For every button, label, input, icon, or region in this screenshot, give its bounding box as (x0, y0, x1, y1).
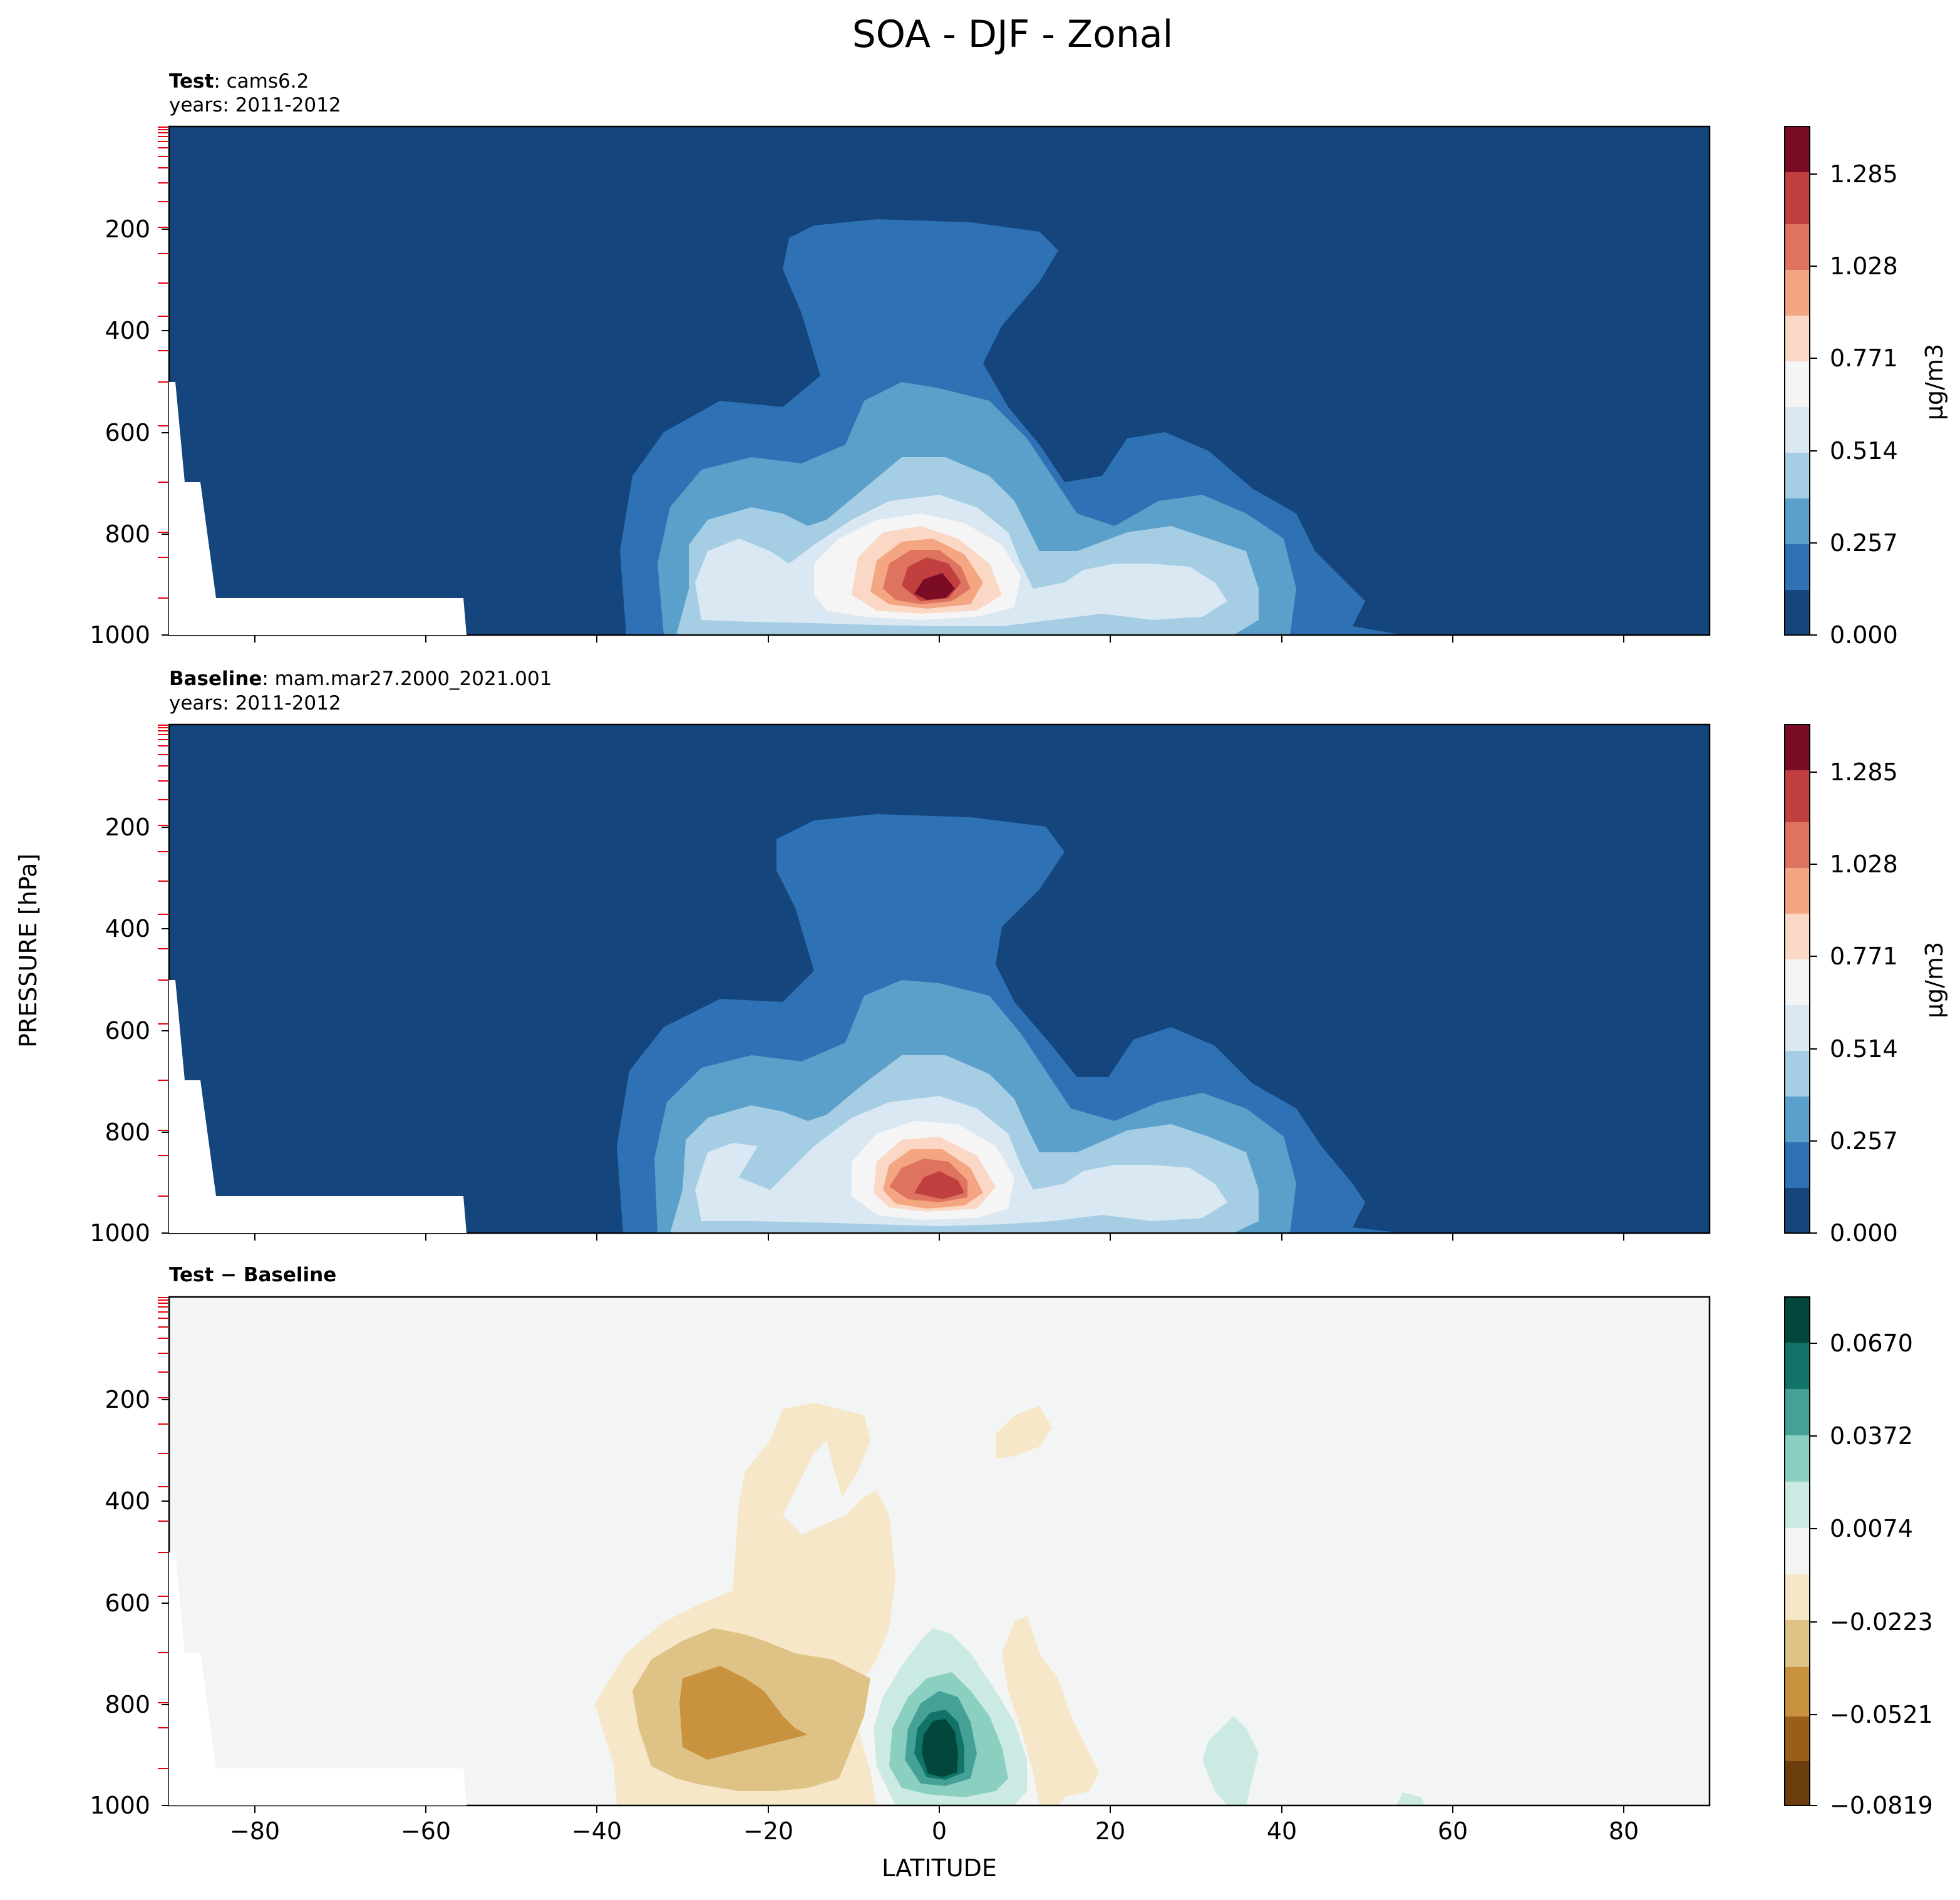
difference-y-tick-400: 400 (105, 1487, 150, 1515)
baseline-cbar-tick-4: 1.028 (1830, 850, 1898, 878)
x-tick-0: 0 (932, 1817, 947, 1845)
x-tick-40: 40 (1267, 1817, 1297, 1845)
test-panel-subtitle: years: 2011-2012 (169, 94, 341, 116)
diff-cbar-tick-1: −0.0521 (1830, 1701, 1933, 1728)
difference-y-tick-1000: 1000 (90, 1792, 150, 1819)
test-colorbar-label: μg/m3 (1921, 344, 1948, 420)
baseline-y-tick-800: 800 (105, 1118, 150, 1146)
baseline-y-tick-400: 400 (105, 915, 150, 942)
figure-title: SOA - DJF - Zonal (852, 13, 1173, 56)
test-contour-field (169, 126, 1710, 635)
diff-contour-neg-1b (996, 1406, 1052, 1459)
test-cbar-tick-1: 0.257 (1830, 529, 1898, 557)
test-x-ticks (254, 635, 1624, 643)
test-y-tick-600: 600 (105, 419, 150, 447)
diff-contour-pos-1b (1202, 1716, 1259, 1805)
baseline-panel-subtitle: years: 2011-2012 (169, 692, 341, 715)
difference-terrain-mask (169, 1552, 467, 1805)
test-title-bold: Test (169, 70, 214, 93)
x-tick-60: 60 (1438, 1817, 1468, 1845)
x-tick--40: −40 (572, 1817, 622, 1845)
baseline-level-markers (158, 725, 168, 1197)
baseline-title-bold: Baseline (169, 668, 262, 690)
test-colorbar: 0.000 0.257 0.514 0.771 1.028 1.285 μg/m… (1784, 126, 1948, 649)
baseline-y-ticks: 200 400 600 800 1000 (90, 813, 169, 1247)
difference-y-tick-200: 200 (105, 1386, 150, 1413)
x-tick--80: −80 (230, 1817, 280, 1845)
test-cbar-tick-5: 1.285 (1830, 160, 1898, 188)
baseline-y-tick-600: 600 (105, 1017, 150, 1045)
x-tick-20: 20 (1095, 1817, 1125, 1845)
test-level-markers (158, 126, 168, 599)
diff-cbar-tick-4: 0.0372 (1830, 1422, 1913, 1450)
diff-contour-neg-1c (1002, 1616, 1099, 1805)
test-y-tick-1000: 1000 (90, 621, 150, 649)
baseline-x-ticks (254, 1233, 1624, 1241)
test-cbar-tick-2: 0.514 (1830, 437, 1898, 465)
difference-x-ticks: −80 −60 −40 −20 0 20 40 60 80 (230, 1805, 1639, 1845)
test-contour-level-10 (914, 573, 955, 600)
x-tick--60: −60 (401, 1817, 451, 1845)
baseline-title-rest: : mam.mar27.2000_2021.001 (262, 668, 552, 690)
baseline-cbar-tick-1: 0.257 (1830, 1127, 1898, 1155)
x-axis-label: LATITUDE (882, 1854, 997, 1882)
baseline-contour-field (169, 725, 1710, 1233)
difference-contour-field (169, 1297, 1710, 1805)
test-y-tick-400: 400 (105, 317, 150, 344)
test-y-ticks: 200 400 600 800 1000 (90, 215, 169, 649)
baseline-colorbar-label: μg/m3 (1921, 942, 1948, 1018)
diff-contour-pos-5 (922, 1719, 958, 1777)
difference-panel-title: Test − Baseline (169, 1264, 336, 1286)
x-tick--20: −20 (743, 1817, 793, 1845)
test-cbar-tick-3: 0.771 (1830, 344, 1898, 372)
test-y-tick-200: 200 (105, 215, 150, 243)
baseline-cbar-tick-2: 0.514 (1830, 1035, 1898, 1063)
difference-y-tick-600: 600 (105, 1589, 150, 1617)
difference-level-markers (158, 1297, 168, 1769)
baseline-cbar-tick-3: 0.771 (1830, 942, 1898, 970)
test-terrain-mask (169, 382, 467, 635)
x-tick-80: 80 (1609, 1817, 1639, 1845)
baseline-cbar-tick-5: 1.285 (1830, 758, 1898, 786)
test-cbar-tick-4: 1.028 (1830, 252, 1898, 280)
diff-contour-pos-1c (1396, 1792, 1425, 1805)
test-panel-title: Test: cams6.2 (169, 70, 309, 93)
baseline-y-tick-1000: 1000 (90, 1219, 150, 1247)
test-title-rest: : cams6.2 (214, 70, 309, 93)
diff-cbar-tick-3: 0.0074 (1830, 1515, 1913, 1542)
test-panel: Test: cams6.2 years: 2011-2012 200 400 (90, 70, 1948, 649)
diff-cbar-tick-2: −0.0223 (1830, 1608, 1933, 1636)
diff-cbar-tick-0: −0.0819 (1830, 1792, 1933, 1819)
diff-contour-neg-3 (679, 1666, 808, 1760)
baseline-y-tick-200: 200 (105, 813, 150, 841)
baseline-panel: Baseline: mam.mar27.2000_2021.001 years:… (90, 668, 1948, 1247)
y-axis-label: PRESSURE [hPa] (14, 854, 42, 1048)
diff-cbar-tick-5: 0.0670 (1830, 1329, 1913, 1357)
test-cbar-tick-0: 0.000 (1830, 621, 1898, 649)
difference-y-ticks: 200 400 600 800 1000 (90, 1386, 169, 1819)
baseline-cbar-tick-0: 0.000 (1830, 1219, 1898, 1247)
test-y-tick-800: 800 (105, 520, 150, 548)
difference-panel: Test − Baseline 200 400 600 (90, 1264, 1933, 1845)
baseline-contour-level-9 (914, 1171, 964, 1199)
difference-y-tick-800: 800 (105, 1691, 150, 1718)
baseline-colorbar: 0.000 0.257 0.514 0.771 1.028 1.285 μg/m… (1784, 724, 1948, 1247)
baseline-panel-title: Baseline: mam.mar27.2000_2021.001 (169, 668, 552, 690)
difference-colorbar: −0.0819 −0.0521 −0.0223 0.0074 0.0372 0.… (1784, 1296, 1933, 1819)
baseline-terrain-mask (169, 980, 467, 1233)
